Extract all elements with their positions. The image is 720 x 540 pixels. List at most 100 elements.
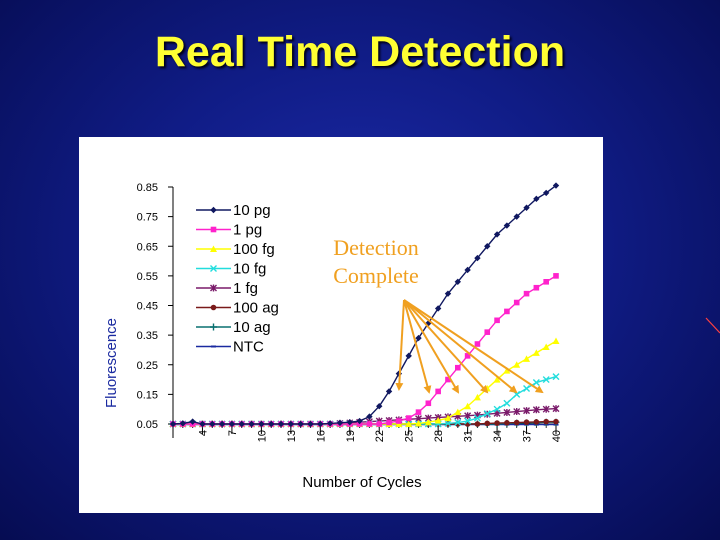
axes: 0.85 0.75 0.65 0.55 0.45 0.35 0.25 0.15 0.05 4 7 10… — [137, 182, 563, 442]
y-tick-label: 0.25 — [137, 360, 158, 372]
y-tick-label: 0.85 — [137, 182, 158, 194]
data-point — [307, 420, 314, 428]
legend-item: 100 ag — [196, 300, 279, 317]
series-line — [173, 275, 557, 425]
data-point — [504, 420, 510, 426]
data-point — [464, 412, 472, 420]
x-tick-label: 19 — [345, 430, 357, 442]
x-tick-label: 4 — [197, 430, 209, 436]
x-tick-label: 31 — [463, 430, 475, 442]
data-point — [396, 418, 402, 424]
chart: 0.85 0.75 0.65 0.55 0.45 0.35 0.25 0.15 0.05 4 7 10… — [103, 182, 563, 491]
data-point — [434, 305, 442, 312]
data-point — [532, 349, 540, 356]
data-point — [376, 403, 383, 410]
data-point — [444, 419, 452, 427]
data-point — [552, 337, 560, 345]
x-tick-label: 16 — [315, 430, 327, 442]
x-tick-label: 34 — [492, 430, 504, 442]
data-point — [484, 420, 491, 427]
data-point — [366, 413, 373, 420]
data-point — [210, 245, 217, 252]
series-line — [172, 184, 557, 425]
data-point — [483, 410, 491, 418]
data-point — [445, 376, 451, 383]
data-point — [210, 226, 217, 233]
data-point — [179, 420, 187, 427]
data-point — [336, 419, 344, 427]
data-point — [210, 206, 217, 214]
data-point — [228, 420, 236, 428]
data-point — [533, 419, 540, 425]
data-point — [454, 419, 462, 427]
data-point — [523, 419, 530, 426]
data-point — [513, 408, 521, 416]
legend-item: 10 fg — [196, 261, 266, 278]
data-point — [513, 299, 520, 306]
series-1-pg — [170, 273, 559, 427]
data-point — [405, 415, 412, 421]
data-point — [523, 355, 531, 362]
slide-title: Real Time Detection — [154, 28, 566, 76]
data-point — [210, 304, 217, 311]
data-point — [210, 284, 217, 292]
data-point — [552, 405, 560, 413]
data-point — [493, 405, 501, 413]
data-point — [543, 418, 549, 425]
data-point — [503, 222, 511, 229]
x-axis-label: Number of Cycles — [302, 474, 421, 491]
data-point — [317, 420, 324, 428]
data-point — [532, 379, 540, 387]
legend: 10 pg 1 pg 100 fg 10 fg 1 fg 100 ag 10 ag NTC — [196, 202, 279, 356]
legend-label: 100 fg — [233, 241, 275, 258]
data-point — [553, 418, 559, 425]
data-point — [523, 407, 531, 415]
data-point — [513, 419, 520, 426]
annotation-line-2: Complete — [333, 263, 419, 288]
chart-panel: 0.85 0.75 0.65 0.55 0.45 0.35 0.25 0.15 0.05 4 7 10… — [79, 137, 603, 513]
data-point — [473, 414, 481, 422]
x-tick-label: 7 — [227, 430, 239, 436]
data-point — [533, 284, 540, 291]
y-tick-label: 0.45 — [137, 301, 158, 313]
legend-item: 1 fg — [196, 280, 258, 297]
detection-annotation: Detection Complete — [333, 235, 544, 394]
y-tick-label: 0.55 — [137, 271, 158, 283]
data-point — [346, 419, 353, 426]
y-tick-label: 0.15 — [137, 389, 158, 401]
legend-item: 10 ag — [196, 319, 271, 336]
legend-label: 10 ag — [233, 319, 271, 336]
data-point — [504, 308, 510, 315]
data-point — [454, 278, 461, 285]
data-point — [552, 182, 560, 189]
data-point — [297, 420, 304, 428]
data-point — [553, 273, 559, 279]
legend-item: 1 pg — [196, 222, 262, 239]
data-point — [503, 367, 511, 374]
x-tick-label: 25 — [404, 430, 416, 442]
data-point — [473, 393, 481, 401]
y-tick-label: 0.75 — [137, 212, 158, 224]
legend-label: 1 pg — [233, 222, 262, 239]
data-point — [210, 323, 217, 331]
series-layer — [169, 182, 560, 428]
data-point — [238, 420, 245, 428]
annotation-arrow — [403, 299, 432, 394]
data-point — [435, 388, 441, 395]
data-point — [268, 420, 275, 428]
data-point — [218, 420, 226, 428]
data-point — [454, 364, 461, 371]
data-point — [415, 419, 423, 427]
y-tick-label: 0.35 — [137, 330, 158, 342]
series-100-ag — [170, 418, 559, 427]
data-point — [523, 204, 530, 211]
data-point — [189, 418, 196, 425]
x-tick-label: 37 — [522, 430, 534, 442]
data-point — [523, 290, 530, 297]
data-point — [199, 420, 206, 428]
data-point — [493, 376, 501, 383]
data-point — [209, 420, 216, 428]
data-point — [542, 405, 550, 413]
x-tick-label: 13 — [286, 430, 298, 442]
data-point — [464, 353, 471, 359]
